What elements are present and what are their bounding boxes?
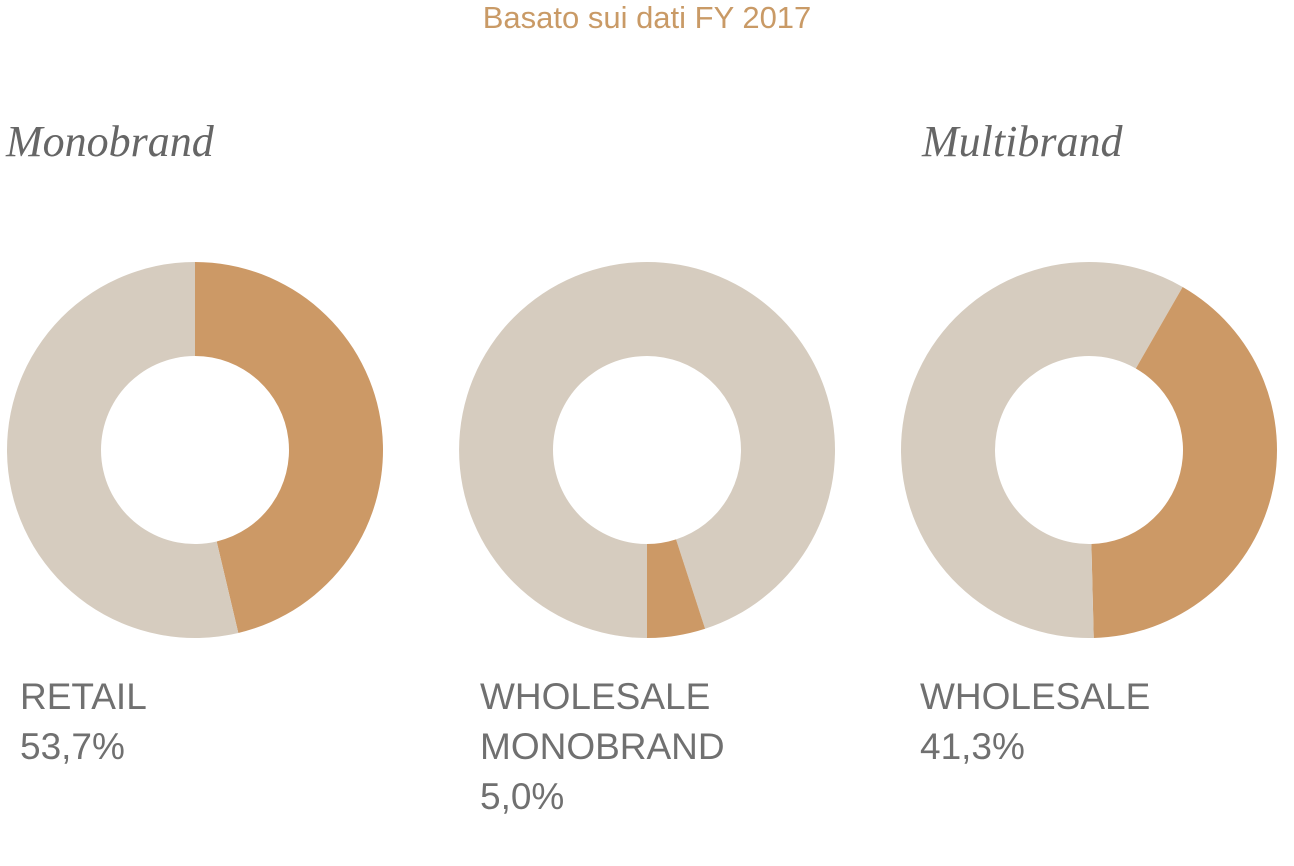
donut-segment <box>195 262 383 633</box>
donut-segment <box>459 262 647 638</box>
segment-label: RETAIL 53,7% <box>20 672 320 772</box>
segment-label: WHOLESALE 41,3% <box>920 672 1220 772</box>
value-label: 5,0% <box>480 776 565 817</box>
subtitle: Basato sui dati FY 2017 <box>482 0 812 35</box>
value-label: 41,3% <box>920 726 1025 767</box>
section-heading: Monobrand <box>6 117 214 166</box>
donut-segment <box>1091 286 1277 638</box>
donut-segment <box>647 262 835 629</box>
category-label: RETAIL <box>20 676 147 717</box>
donut-segment <box>6 262 239 638</box>
section-heading: Multibrand <box>922 117 1123 166</box>
donut-segment <box>1089 262 1183 369</box>
category-label: WHOLESALE <box>920 676 1151 717</box>
segment-label: WHOLESALE MONOBRAND 5,0% <box>480 672 780 822</box>
donut-segment <box>647 539 706 638</box>
value-label: 53,7% <box>20 726 125 767</box>
donut-segment <box>900 262 1094 638</box>
category-label: WHOLESALE MONOBRAND <box>480 676 725 767</box>
